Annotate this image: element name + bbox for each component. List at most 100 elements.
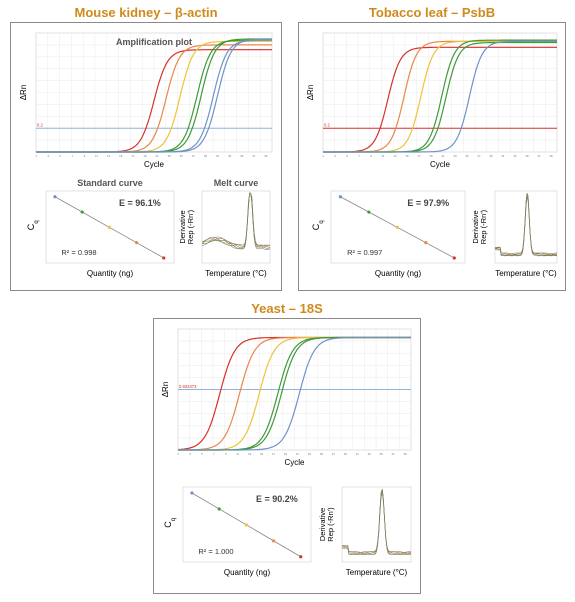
amp-x-tick: 7 <box>72 154 74 158</box>
amp-x-tick: 1 <box>322 154 324 158</box>
std-ylabel-sub: q <box>319 220 325 223</box>
std-point-green <box>217 507 221 511</box>
amplification-plot-1 <box>322 32 558 153</box>
std-ylabel-sub: q <box>171 518 177 521</box>
panel-title-mouse: Mouse kidney – β-actin <box>74 5 218 20</box>
std-point-yellow <box>107 225 111 229</box>
amp-x-tick: 13 <box>393 154 397 158</box>
amp-x-tick: 35 <box>525 154 529 158</box>
r2-label: R² = 0.997 <box>347 248 382 257</box>
amp-x-tick: 9 <box>225 452 227 456</box>
amp-x-tick: 33 <box>228 154 232 158</box>
melt-trace <box>341 489 411 555</box>
melt-xlabel: Temperature (°C) <box>495 269 557 278</box>
std-point-blue <box>338 195 342 199</box>
std-point-orange <box>134 241 139 245</box>
amp-x-tick: 7 <box>358 154 360 158</box>
melt-title: Melt curve <box>214 178 259 188</box>
amp-x-tick: 31 <box>501 154 505 158</box>
amp-x-tick: 5 <box>346 154 348 158</box>
melt-ylabel: DerivativeRep (-Rn') <box>178 209 195 244</box>
std-xlabel: Quantity (ng) <box>87 269 134 278</box>
amp-x-tick: 35 <box>240 154 244 158</box>
melt-ylabel: DerivativeRep (-Rn') <box>318 507 335 542</box>
amp-x-tick: 33 <box>513 154 517 158</box>
amp-x-tick: 9 <box>370 154 372 158</box>
std-ylabel-sub: q <box>34 220 40 223</box>
amp-x-tick: 23 <box>168 154 172 158</box>
amp-plot-title: Amplification plot <box>116 37 192 47</box>
efficiency-label: E = 97.9% <box>407 198 449 208</box>
amp-x-tick: 1 <box>35 154 37 158</box>
std-ylabel: C <box>311 223 321 230</box>
threshold-label: 0.602473 <box>179 384 197 389</box>
std-xlabel: Quantity (ng) <box>375 269 422 278</box>
amp-x-tick: 19 <box>143 154 147 158</box>
amp-x-tick: 15 <box>260 452 264 456</box>
std-point-red <box>452 256 456 260</box>
amp-x-tick: 3 <box>189 452 191 456</box>
std-xlabel: Quantity (ng) <box>224 568 271 577</box>
amp-x-tick: 27 <box>477 154 481 158</box>
amp-x-tick: 39 <box>549 154 553 158</box>
efficiency-label: E = 96.1% <box>119 198 161 208</box>
std-point-blue <box>53 195 57 199</box>
amp-ylabel: ΔRn <box>19 85 28 101</box>
melt-ylabel-line: Derivative <box>471 210 480 243</box>
melt-ylabel-line: Rep (-Rn') <box>326 507 335 542</box>
amp-x-tick: 19 <box>284 452 288 456</box>
std-point-green <box>80 210 84 214</box>
standard-curve-2 <box>182 486 312 563</box>
amp-x-tick: 37 <box>537 154 541 158</box>
amp-x-tick: 35 <box>380 452 384 456</box>
threshold-label: 0.2 <box>37 123 43 128</box>
melt-trace <box>201 192 271 250</box>
melt-xlabel: Temperature (°C) <box>205 269 267 278</box>
std-point-yellow <box>244 523 248 527</box>
melt-trace <box>201 192 271 250</box>
amp-x-tick: 5 <box>59 154 61 158</box>
standard-curve-0 <box>45 190 175 264</box>
std-point-blue <box>190 491 194 495</box>
amp-x-tick: 37 <box>252 154 256 158</box>
std-point-red <box>162 256 166 260</box>
amp-x-tick: 31 <box>356 452 360 456</box>
amp-curve-blue <box>323 40 557 153</box>
panel-title-yeast: Yeast – 18S <box>251 301 323 316</box>
amp-x-tick: 1 <box>177 452 179 456</box>
amp-x-tick: 21 <box>155 154 159 158</box>
melt-ylabel: DerivativeRep (-Rn') <box>471 209 488 244</box>
melt-curve-2 <box>341 486 412 563</box>
melt-ylabel-line: Derivative <box>178 210 187 243</box>
panel-title-tobacco: Tobacco leaf – PsbB <box>368 5 496 20</box>
amp-x-tick: 21 <box>296 452 300 456</box>
amp-x-tick: 31 <box>216 154 220 158</box>
std-point-orange <box>271 539 276 543</box>
amp-x-tick: 7 <box>213 452 215 456</box>
amplification-plot-0 <box>35 32 273 153</box>
amp-x-tick: 29 <box>344 452 348 456</box>
amp-x-tick: 15 <box>405 154 409 158</box>
amp-x-tick: 3 <box>334 154 336 158</box>
melt-curve-1 <box>494 190 558 264</box>
melt-ylabel-line: Rep (-Rn') <box>479 209 488 244</box>
amp-x-tick: 5 <box>201 452 203 456</box>
amp-x-tick: 27 <box>332 452 336 456</box>
amp-curve-red <box>323 46 557 153</box>
amp-x-tick: 13 <box>248 452 252 456</box>
melt-ylabel-line: Rep (-Rn') <box>186 209 195 244</box>
amp-x-tick: 17 <box>131 154 135 158</box>
amp-x-tick: 33 <box>368 452 372 456</box>
amp-xlabel: Cycle <box>284 458 305 467</box>
amp-x-tick: 29 <box>204 154 208 158</box>
melt-ylabel-line: Derivative <box>318 508 327 541</box>
melt-trace <box>201 192 271 250</box>
std-point-red <box>299 555 303 559</box>
r2-label: R² = 0.998 <box>61 248 96 257</box>
amp-x-tick: 29 <box>489 154 493 158</box>
amplification-plot-2 <box>177 328 412 451</box>
std-ylabel: C <box>163 521 173 528</box>
melt-trace <box>494 193 558 257</box>
amp-curve-blue <box>36 38 272 153</box>
